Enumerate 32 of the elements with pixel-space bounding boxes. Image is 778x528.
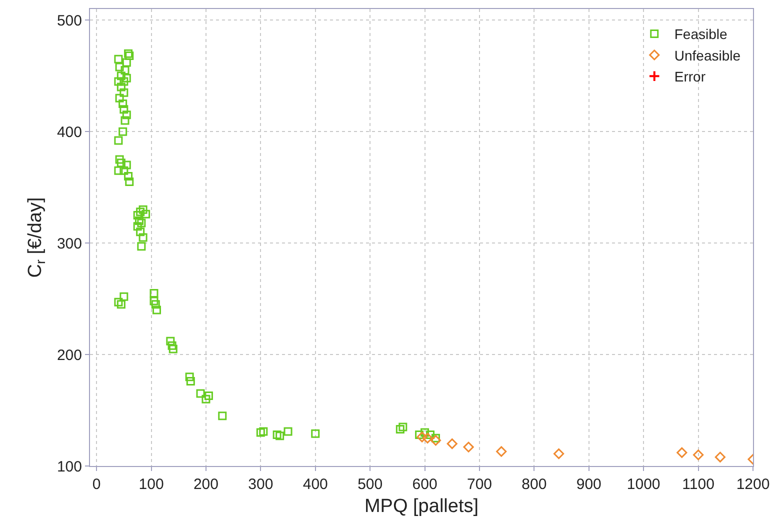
x-tick-label: 500: [358, 476, 383, 493]
x-tick-label: 900: [576, 476, 602, 493]
y-tick-label: 400: [56, 124, 82, 141]
point: [496, 446, 507, 457]
x-tick-label: 0: [92, 476, 101, 493]
x-tick-label: 300: [248, 476, 274, 493]
legend-label: Feasible: [674, 26, 728, 42]
x-tick-label: 1000: [626, 476, 660, 493]
legend-label: Unfeasible: [674, 47, 741, 64]
point: [676, 447, 688, 458]
point: [446, 438, 458, 450]
point: [714, 452, 726, 462]
x-tick-label: 400: [302, 476, 328, 493]
y-tick-label: 300: [56, 235, 82, 252]
y-tick-label: 200: [56, 346, 82, 364]
y-tick-label: 500: [56, 12, 82, 30]
y-tick-label: 100: [56, 458, 82, 476]
x-axis-title: MPQ [pallets]: [364, 496, 479, 517]
point: [416, 432, 428, 442]
x-tick-label: 200: [193, 476, 218, 493]
x-tick-label: 600: [412, 476, 438, 493]
point: [430, 435, 442, 446]
point: [422, 432, 433, 444]
x-tick-label: 100: [138, 476, 164, 493]
x-tick-label: 700: [466, 476, 492, 493]
point: [693, 450, 704, 460]
x-tick-label: 1100: [682, 476, 714, 493]
legend-label: Error: [674, 68, 706, 85]
point: [463, 442, 474, 452]
point: [554, 448, 564, 460]
x-tick-label: 800: [522, 476, 547, 493]
x-tick-label: 1200: [736, 476, 770, 493]
